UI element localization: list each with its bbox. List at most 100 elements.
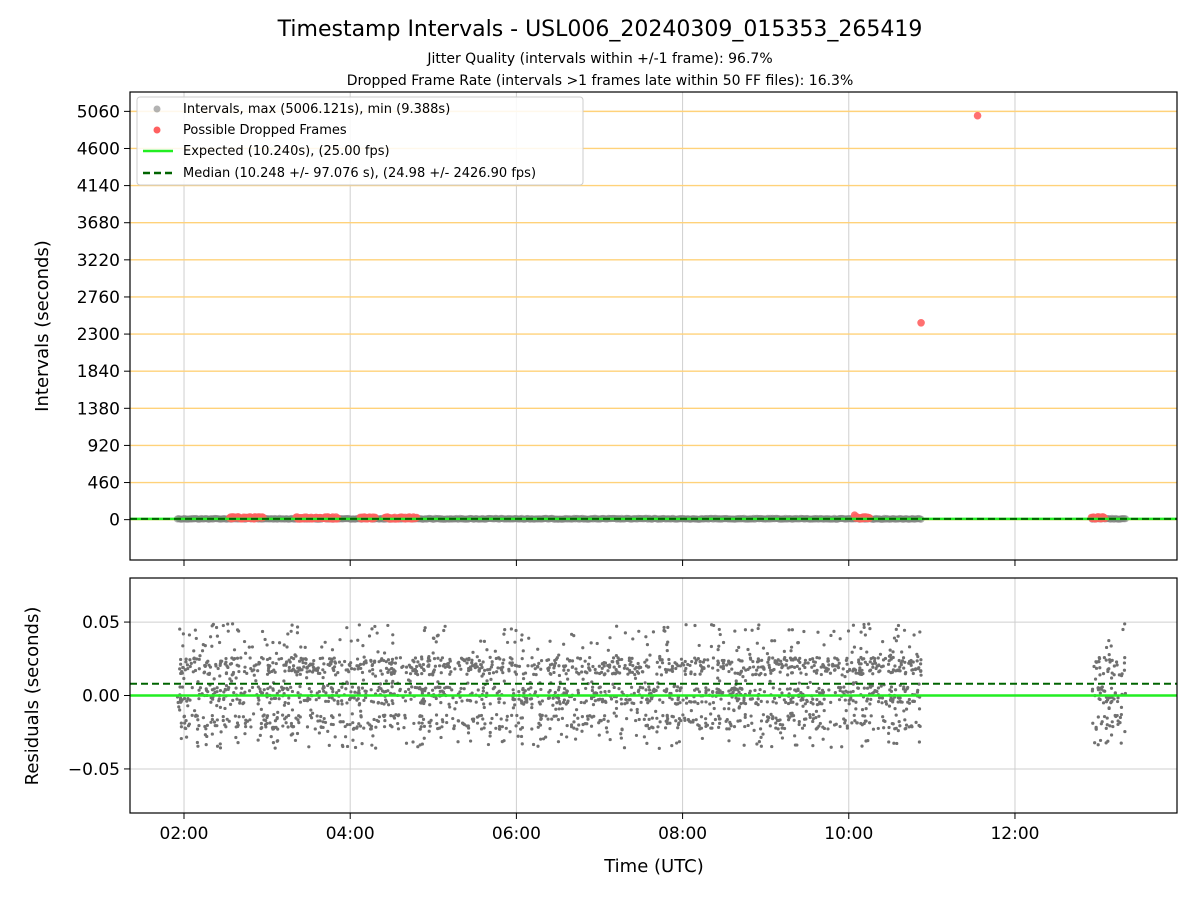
residual-point (602, 673, 606, 677)
residual-point (699, 715, 704, 719)
residual-point (183, 668, 187, 672)
residual-point (1098, 673, 1102, 677)
residual-point (797, 667, 802, 671)
residual-point (881, 639, 885, 644)
residual-point (1120, 672, 1124, 676)
residual-point (349, 639, 353, 643)
residual-point (420, 742, 424, 746)
residual-point (434, 696, 438, 701)
residual-point (581, 677, 585, 681)
residual-point (548, 727, 552, 731)
residual-point (721, 664, 726, 668)
residual-point (837, 698, 842, 702)
residual-point (416, 745, 420, 749)
residual-point (704, 717, 708, 721)
residual-point (177, 705, 181, 709)
residual-point (459, 667, 463, 671)
residual-point (728, 662, 732, 666)
residual-point (860, 708, 865, 712)
residual-point (451, 716, 455, 721)
residual-point (915, 659, 919, 663)
residual-point (195, 740, 199, 745)
residual-point (321, 668, 325, 672)
residual-point (357, 703, 361, 707)
residual-point (417, 687, 422, 691)
residual-point (750, 721, 754, 725)
residual-point (879, 684, 883, 688)
residual-point (295, 625, 300, 629)
residual-point (454, 700, 458, 705)
residual-point (277, 697, 281, 701)
residual-point (1112, 697, 1116, 701)
residual-point (909, 658, 913, 663)
residual-point (185, 699, 189, 703)
residual-point (840, 673, 844, 677)
residual-point (179, 657, 183, 662)
residual-point (767, 715, 771, 720)
residual-point (785, 658, 789, 663)
residual-point (284, 721, 288, 725)
residual-point (625, 717, 629, 721)
residual-point (317, 696, 321, 700)
residual-point (810, 665, 814, 669)
residual-point (258, 733, 262, 737)
residual-point (384, 666, 389, 670)
residual-point (718, 679, 722, 683)
residual-point (801, 663, 805, 667)
residual-point (557, 664, 561, 668)
residual-point (917, 740, 922, 744)
residual-point (263, 637, 267, 642)
residual-point (887, 740, 891, 744)
residual-point (627, 656, 632, 660)
residual-point (245, 719, 250, 723)
residual-point (677, 721, 681, 725)
residual-point (801, 704, 805, 708)
residual-point (457, 660, 461, 664)
residual-point (322, 662, 326, 666)
residual-point (903, 660, 907, 664)
residual-point (1110, 658, 1114, 662)
residual-point (526, 664, 530, 668)
residual-point (1110, 720, 1114, 724)
residual-point (283, 701, 287, 705)
residual-point (331, 715, 335, 720)
residual-point (682, 663, 686, 667)
residual-point (668, 721, 672, 725)
residual-point (590, 688, 594, 693)
residual-point (507, 667, 511, 672)
residual-point (530, 656, 534, 660)
residual-point (505, 640, 510, 645)
residual-point (1101, 671, 1106, 676)
residual-point (603, 661, 608, 665)
residual-point (679, 657, 684, 661)
residual-point (317, 690, 321, 694)
residual-point (258, 687, 262, 691)
residual-point (422, 724, 427, 729)
residual-point (727, 659, 731, 663)
residual-point (767, 663, 771, 667)
residual-point (225, 717, 229, 721)
residual-point (437, 664, 442, 668)
residual-point (631, 637, 635, 641)
residual-point (521, 649, 525, 653)
residual-point (668, 695, 672, 700)
intervals-y-tick-label: 1380 (77, 399, 120, 419)
residual-point (241, 715, 246, 719)
residual-point (471, 719, 476, 723)
residual-point (412, 721, 416, 726)
residual-point (607, 665, 612, 669)
residual-point (795, 664, 799, 668)
residual-point (662, 625, 666, 630)
residual-point (411, 669, 415, 673)
residual-point (562, 691, 566, 695)
residual-point (785, 687, 790, 691)
residual-point (808, 736, 812, 740)
residual-point (448, 705, 452, 709)
residual-point (888, 698, 893, 702)
residual-point (502, 658, 506, 662)
residual-point (304, 661, 308, 665)
residual-point (192, 649, 196, 653)
residual-point (299, 656, 303, 660)
residual-point (761, 646, 766, 650)
residual-point (843, 718, 847, 723)
